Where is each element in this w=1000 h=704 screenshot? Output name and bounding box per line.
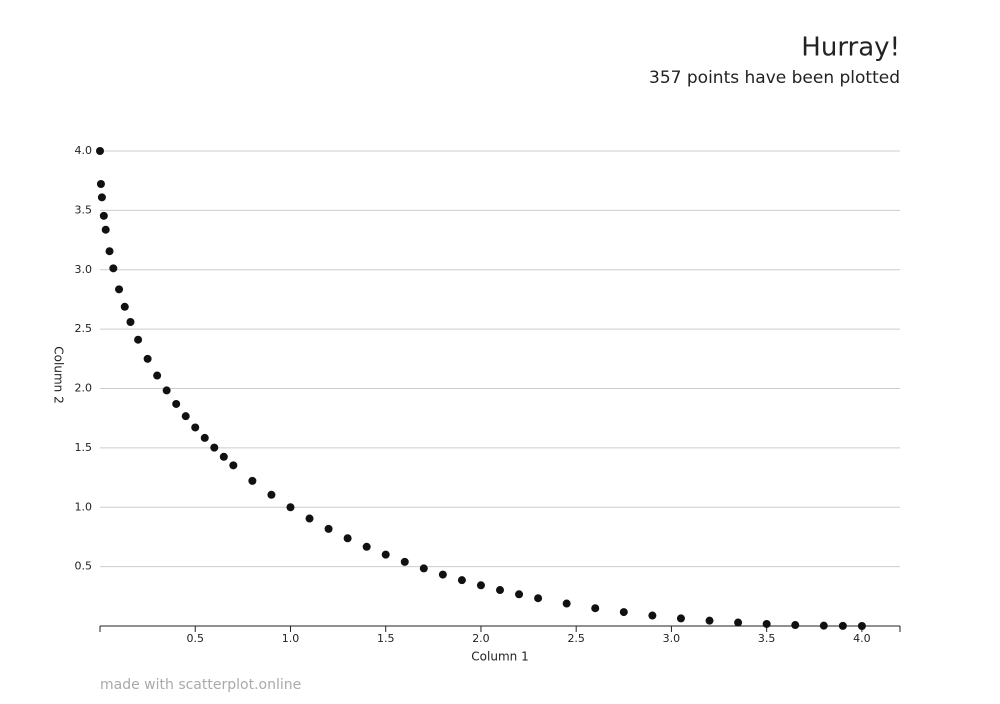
y-tick-label: 3.5: [75, 203, 93, 216]
y-tick-label: 2.5: [75, 322, 93, 335]
point: [534, 594, 543, 603]
point: [705, 616, 714, 625]
point: [162, 386, 171, 395]
point: [153, 371, 162, 380]
point: [857, 622, 866, 630]
x-tick-label: 4.0: [853, 632, 871, 645]
y-tick-label: 0.5: [75, 560, 93, 573]
point: [191, 423, 200, 432]
point: [591, 604, 600, 613]
point: [762, 619, 771, 628]
point: [619, 608, 628, 617]
point: [99, 211, 108, 220]
point: [838, 621, 847, 630]
point: [105, 247, 114, 256]
x-tick-label: 1.5: [377, 632, 395, 645]
point: [286, 503, 295, 512]
x-tick-label: 0.5: [186, 632, 204, 645]
chart-subtitle: 357 points have been plotted: [649, 68, 900, 88]
point: [648, 611, 657, 620]
point: [305, 514, 314, 523]
point: [476, 581, 485, 590]
point: [819, 621, 828, 630]
point: [134, 335, 143, 344]
point: [381, 550, 390, 559]
point: [229, 461, 238, 470]
point: [248, 476, 257, 485]
x-tick-label: 3.5: [758, 632, 776, 645]
y-tick-label: 1.0: [75, 500, 93, 513]
point: [324, 524, 333, 533]
x-tick-label: 2.0: [472, 632, 490, 645]
point: [96, 180, 105, 189]
footer: made with scatterplot.online: [100, 677, 301, 693]
point: [97, 193, 106, 202]
point: [210, 443, 219, 452]
point: [496, 586, 504, 595]
point: [143, 354, 152, 363]
point: [419, 564, 428, 573]
x-tick-label: 3.0: [663, 632, 681, 645]
point: [109, 264, 118, 273]
point: [96, 147, 104, 155]
chart-title: Hurray!: [801, 33, 900, 63]
point: [457, 576, 466, 585]
x-tick-label: 2.5: [567, 632, 585, 645]
point: [219, 452, 228, 461]
point: [343, 534, 352, 543]
point: [362, 542, 371, 551]
point: [200, 433, 209, 442]
x-tick-label: 1.0: [282, 632, 300, 645]
y-tick-label: 1.5: [75, 441, 93, 454]
y-tick-label: 4.0: [75, 144, 93, 157]
y-axis-label: Column 2: [52, 346, 66, 403]
point: [126, 318, 135, 326]
point: [115, 285, 124, 294]
point: [181, 412, 190, 421]
point: [267, 490, 276, 499]
point: [676, 614, 685, 623]
point: [734, 618, 743, 627]
point: [562, 599, 571, 608]
point: [172, 399, 181, 408]
point: [120, 302, 129, 311]
point: [101, 225, 110, 234]
y-tick-label: 3.0: [75, 263, 93, 276]
point: [515, 590, 524, 599]
point: [791, 621, 800, 630]
y-tick-label: 2.0: [75, 382, 93, 395]
point: [438, 570, 447, 579]
x-axis-label: Column 1: [471, 650, 528, 664]
point: [400, 557, 409, 566]
